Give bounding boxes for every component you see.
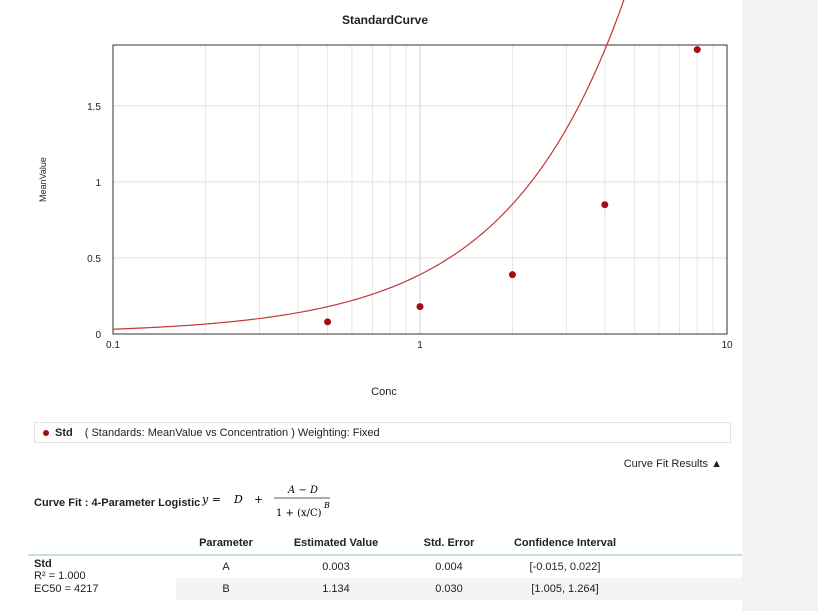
chart-title: StandardCurve (341, 13, 429, 27)
y-tick-label: 0.5 (87, 254, 101, 265)
legend-description: ( Standards: MeanValue vs Concentration … (84, 426, 380, 439)
table-row: B 1.134 0.030 [1.005, 1.264] (28, 578, 742, 600)
plot-frame (112, 44, 728, 335)
error-cell: 0.004 (435, 561, 463, 573)
formula-plus: + (254, 493, 263, 506)
estimate-cell: 0.003 (322, 561, 350, 573)
param-cell: A (222, 561, 230, 573)
data-point (508, 271, 516, 279)
estimate-cell: 1.134 (276, 578, 396, 600)
col-std-error: Std. Error (396, 532, 502, 556)
std-name: Std (34, 558, 52, 570)
y-tick-label: 0 (95, 330, 101, 341)
fit-curve-line (112, 0, 625, 330)
ci-cell: [1.005, 1.264] (502, 578, 628, 600)
data-point (693, 46, 701, 54)
col-estimated-value: Estimated Value (276, 532, 396, 556)
legend-series-name: Std (55, 426, 73, 439)
legend-marker-icon (43, 429, 49, 436)
data-point (601, 201, 609, 209)
y-tick-label: 1 (95, 178, 101, 189)
col-parameter: Parameter (176, 532, 276, 556)
formula-denominator: 1 + (x/C) (276, 508, 322, 519)
formula-exponent: B (323, 501, 330, 510)
fit-results-table: Parameter Estimated Value Std. Error Con… (28, 532, 742, 600)
right-side-panel (742, 0, 818, 611)
data-point (324, 318, 332, 326)
standard-curve-chart: 0.1 1 10 0 0.5 1 1.5 Conc MeanValue (38, 0, 733, 398)
formula-d: D (233, 493, 243, 506)
data-point (416, 303, 424, 311)
formula-numerator: A − D (287, 485, 318, 496)
error-cell: 0.030 (396, 578, 502, 600)
r-squared: R² = 1.000 (34, 570, 86, 582)
x-tick-label: 1 (417, 340, 423, 351)
col-confidence-interval: Confidence Interval (502, 532, 628, 556)
fit-formula: y = D + A − D 1 + (x/C) B (201, 485, 330, 519)
param-cell: B (176, 578, 276, 600)
ec50: EC50 = 4217 (34, 583, 99, 595)
x-tick-label: 0.1 (106, 340, 120, 351)
y-axis-label: MeanValue (38, 157, 48, 202)
curve-fit-results-toggle[interactable]: Curve Fit Results ▲ (623, 458, 722, 470)
formula-lhs: y = (201, 493, 221, 506)
ci-cell: [-0.015, 0.022] (529, 561, 601, 573)
x-axis-label: Conc (371, 386, 397, 398)
curve-fit-label: Curve Fit : 4-Parameter Logistic (34, 497, 201, 509)
table-row: Std R² = 1.000 EC50 = 4217 A 0.003 0.004… (28, 555, 742, 600)
y-tick-label: 1.5 (87, 102, 101, 113)
legend: Std ( Standards: MeanValue vs Concentrat… (34, 422, 731, 443)
x-tick-label: 10 (721, 340, 733, 351)
std-summary-cell: Std R² = 1.000 EC50 = 4217 (28, 555, 176, 600)
